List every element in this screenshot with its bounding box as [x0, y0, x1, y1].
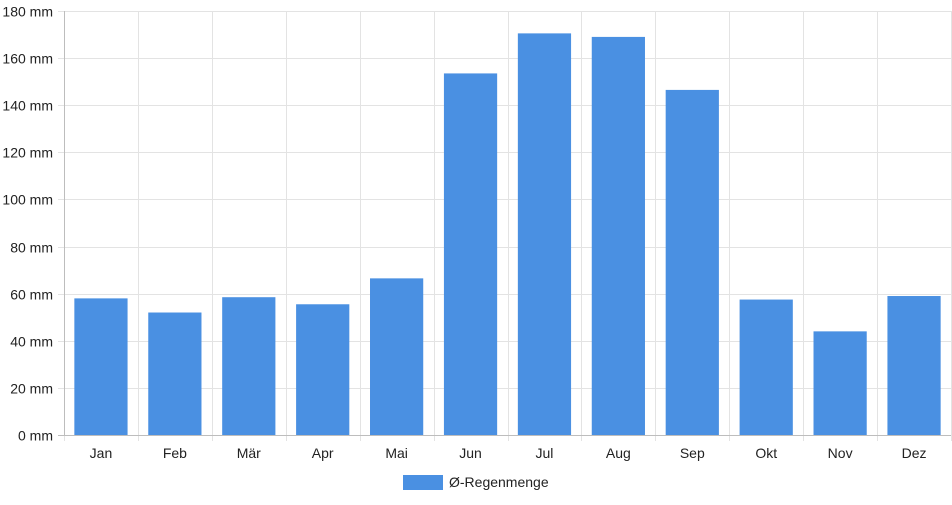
y-tick-label: 0 mm	[18, 428, 53, 444]
x-tick-label: Jun	[459, 445, 482, 461]
y-tick-label: 120 mm	[2, 145, 53, 161]
y-tick-label: 140 mm	[2, 98, 53, 114]
bar-jul[interactable]	[517, 33, 572, 435]
x-tick-label: Mär	[237, 445, 261, 461]
bar-jun[interactable]	[443, 73, 498, 436]
y-tick-label: 180 mm	[2, 4, 53, 20]
y-axis-tick-labels: 0 mm 20 mm 40 mm 60 mm 80 mm 100 mm 120 mm 140 …	[2, 4, 53, 444]
x-tick-label: Apr	[312, 445, 334, 461]
bar-mär[interactable]	[222, 297, 276, 435]
y-tick-label: 160 mm	[2, 51, 53, 67]
bar-aug[interactable]	[591, 36, 645, 435]
bar-dez[interactable]	[887, 296, 941, 435]
bar-apr[interactable]	[296, 304, 350, 435]
x-tick-label: Jul	[536, 445, 554, 461]
y-tick-label: 80 mm	[10, 240, 53, 256]
bar-okt[interactable]	[739, 299, 793, 435]
legend-label[interactable]: Ø-Regenmenge	[449, 474, 549, 490]
legend-swatch[interactable]	[403, 475, 443, 490]
y-tick-label: 20 mm	[10, 381, 53, 397]
legend[interactable]: Ø-Regenmenge	[403, 474, 549, 490]
y-tick-label: 100 mm	[2, 192, 53, 208]
x-tick-label: Sep	[680, 445, 705, 461]
x-tick-label: Feb	[163, 445, 187, 461]
x-tick-label: Aug	[606, 445, 631, 461]
bar-nov[interactable]	[813, 331, 867, 435]
x-tick-label: Dez	[902, 445, 927, 461]
x-tick-label: Mai	[385, 445, 408, 461]
bar-mai[interactable]	[370, 278, 424, 435]
y-tick-label: 60 mm	[10, 287, 53, 303]
bar-feb[interactable]	[148, 312, 202, 435]
bar-sep[interactable]	[665, 89, 719, 435]
bar-jan[interactable]	[74, 298, 128, 435]
x-tick-label: Jan	[90, 445, 113, 461]
y-tick-label: 40 mm	[10, 334, 53, 350]
axes	[58, 11, 951, 436]
x-tick-label: Nov	[828, 445, 853, 461]
x-tick-label: Okt	[755, 445, 777, 461]
x-axis-tick-labels: Jan Feb Mär Apr Mai Jun Jul Aug Sep Okt Nov Dez	[90, 445, 927, 461]
bars	[74, 33, 941, 436]
